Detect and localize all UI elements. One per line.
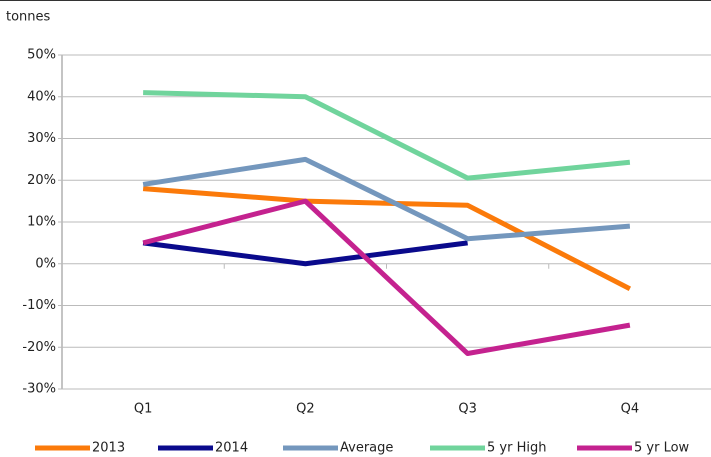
x-tick-label: Q3 [458, 402, 477, 417]
y-tick-label: 50% [27, 48, 56, 63]
y-tick-label: -20% [22, 340, 56, 355]
legend-label: Average [340, 441, 393, 456]
y-axis-label: tonnes [6, 10, 51, 25]
series-line [142, 240, 468, 267]
y-tick-label: -10% [22, 298, 56, 313]
legend-label: 5 yr High [487, 441, 546, 456]
series-line [142, 156, 631, 242]
legend-label: 5 yr Low [634, 441, 690, 456]
y-tick-label: -30% [22, 382, 56, 397]
x-tick-label: Q1 [134, 402, 153, 417]
y-tick-label: 20% [27, 173, 56, 188]
y-tick-label: 30% [27, 131, 56, 146]
legend-label: 2013 [92, 441, 125, 456]
x-tick-label: Q4 [621, 402, 640, 417]
y-tick-label: 10% [27, 215, 56, 230]
legend-label: 2014 [215, 441, 248, 456]
series-line [142, 186, 632, 292]
y-tick-label: 0% [35, 256, 56, 271]
x-tick-label: Q2 [296, 402, 315, 417]
y-tick-label: 40% [27, 89, 56, 104]
series-line [143, 90, 631, 181]
series-line [142, 198, 631, 357]
